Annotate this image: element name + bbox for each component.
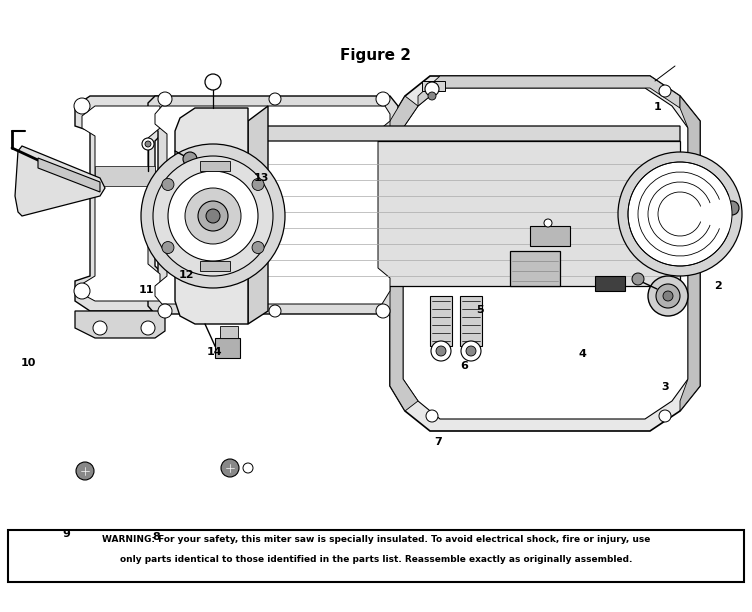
Polygon shape [390, 96, 418, 411]
Polygon shape [15, 146, 105, 216]
Circle shape [632, 273, 644, 285]
Polygon shape [460, 296, 482, 346]
Polygon shape [255, 141, 680, 286]
Polygon shape [215, 338, 240, 358]
Circle shape [544, 219, 552, 227]
Circle shape [648, 276, 688, 316]
Text: 10: 10 [21, 358, 36, 368]
Text: WARNING: For your safety, this miter saw is specially insulated. To avoid electr: WARNING: For your safety, this miter saw… [102, 536, 650, 545]
Circle shape [93, 321, 107, 335]
Text: 9: 9 [62, 529, 70, 540]
Circle shape [252, 242, 264, 253]
Polygon shape [510, 251, 560, 286]
Polygon shape [82, 106, 160, 301]
Text: 3: 3 [662, 382, 669, 392]
Circle shape [74, 98, 90, 114]
Circle shape [376, 92, 390, 106]
Circle shape [725, 201, 739, 215]
Polygon shape [175, 108, 248, 324]
Polygon shape [255, 126, 680, 141]
Text: 11: 11 [139, 285, 154, 296]
Polygon shape [248, 106, 268, 324]
Circle shape [618, 152, 742, 276]
Text: 7: 7 [434, 436, 441, 447]
Circle shape [426, 410, 438, 422]
Text: 4: 4 [579, 349, 587, 359]
Text: Figure 2: Figure 2 [341, 48, 411, 63]
Circle shape [656, 284, 680, 308]
Polygon shape [680, 96, 700, 411]
Polygon shape [530, 226, 570, 246]
Circle shape [431, 341, 451, 361]
Text: 1: 1 [654, 102, 662, 112]
FancyBboxPatch shape [8, 530, 744, 582]
Polygon shape [95, 166, 155, 186]
Circle shape [205, 74, 221, 90]
Polygon shape [38, 158, 100, 192]
Circle shape [663, 291, 673, 301]
Polygon shape [75, 311, 165, 338]
Circle shape [198, 201, 228, 231]
Circle shape [145, 141, 151, 147]
Circle shape [162, 179, 174, 190]
Polygon shape [430, 296, 452, 346]
Circle shape [185, 188, 241, 244]
Circle shape [141, 321, 155, 335]
Polygon shape [418, 76, 680, 108]
Circle shape [74, 283, 90, 299]
Text: 6: 6 [460, 362, 468, 371]
Polygon shape [148, 96, 398, 314]
Text: 2: 2 [714, 282, 722, 291]
Circle shape [628, 162, 732, 266]
Polygon shape [422, 81, 445, 91]
Polygon shape [155, 106, 390, 304]
Circle shape [461, 341, 481, 361]
Text: 12: 12 [179, 271, 194, 280]
Circle shape [425, 82, 439, 96]
Circle shape [206, 209, 220, 223]
Circle shape [141, 144, 285, 288]
Text: 8: 8 [153, 532, 160, 542]
Circle shape [158, 92, 172, 106]
Circle shape [252, 179, 264, 190]
Polygon shape [403, 88, 688, 419]
Circle shape [153, 156, 273, 276]
Circle shape [659, 410, 671, 422]
Polygon shape [595, 276, 625, 291]
Polygon shape [200, 261, 230, 271]
Circle shape [221, 459, 239, 477]
Circle shape [76, 462, 94, 480]
Circle shape [269, 305, 281, 317]
Circle shape [659, 85, 671, 97]
Circle shape [466, 346, 476, 356]
Polygon shape [75, 96, 165, 311]
Circle shape [243, 463, 253, 473]
Circle shape [142, 138, 154, 150]
Circle shape [428, 92, 436, 100]
Circle shape [168, 171, 258, 261]
Polygon shape [200, 161, 230, 171]
Circle shape [158, 304, 172, 318]
Polygon shape [390, 76, 700, 431]
Circle shape [269, 93, 281, 105]
Circle shape [183, 152, 197, 166]
Circle shape [376, 304, 390, 318]
Circle shape [162, 242, 174, 253]
Text: 13: 13 [254, 173, 269, 184]
Text: 14: 14 [207, 347, 222, 357]
Polygon shape [220, 326, 238, 338]
Circle shape [436, 346, 446, 356]
Text: only parts identical to those identified in the parts list. Reassemble exactly a: only parts identical to those identified… [120, 556, 632, 564]
Text: 5: 5 [476, 305, 484, 315]
